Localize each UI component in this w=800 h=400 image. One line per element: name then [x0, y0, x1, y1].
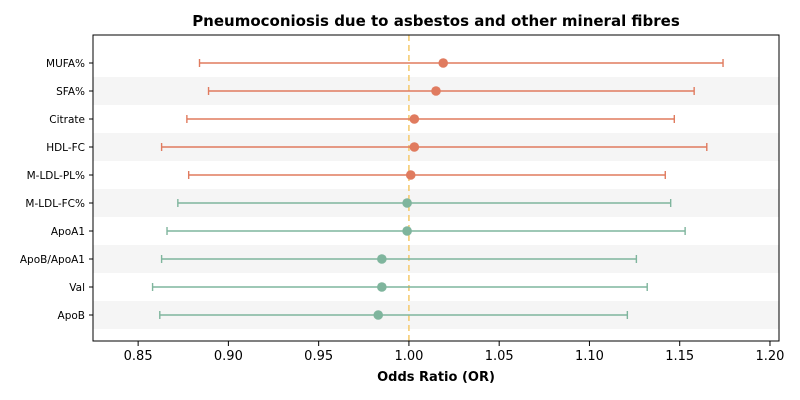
x-tick-label: 0.85	[124, 349, 153, 364]
data-rows	[151, 58, 724, 320]
x-tick-label: 0.90	[214, 349, 243, 364]
odds-ratio-point	[438, 58, 449, 68]
x-axis: 0.85 0.90 0.95 1.00 1.05 1.10 1.15 1.20	[124, 341, 784, 364]
y-tick-label: SFA%	[56, 86, 85, 98]
y-tick-label: ApoB	[58, 310, 85, 322]
odds-ratio-point	[373, 310, 384, 320]
y-tick-label: MUFA%	[46, 58, 85, 70]
odds-ratio-point	[405, 170, 416, 180]
x-tick-label: 1.00	[394, 349, 423, 364]
odds-ratio-point	[409, 142, 420, 152]
x-tick-label: 1.05	[485, 349, 514, 364]
x-tick-label: 1.20	[755, 349, 784, 364]
axes-frame	[92, 34, 780, 342]
odds-ratio-point	[402, 198, 412, 208]
y-tick-label: HDL-FC	[46, 142, 85, 154]
y-tick-label: Val	[69, 282, 85, 294]
row-apob-apoa1	[160, 254, 638, 264]
row-sfa-	[207, 86, 695, 96]
chart-title: Pneumoconiosis due to asbestos and other…	[192, 12, 680, 30]
y-tick-label: Citrate	[49, 114, 85, 126]
odds-ratio-point	[377, 254, 387, 264]
plot-frame	[92, 34, 780, 342]
x-tick-label: 0.95	[304, 349, 333, 364]
row-m-ldl-fc-	[177, 198, 672, 208]
row-mufa-	[198, 58, 724, 68]
odds-ratio-point	[409, 114, 420, 124]
y-tick-label: ApoB/ApoA1	[20, 254, 85, 266]
x-tick-label: 1.15	[665, 349, 694, 364]
row-citrate	[186, 114, 675, 124]
y-tick-label: M-LDL-FC%	[25, 198, 85, 210]
odds-ratio-point	[402, 226, 412, 236]
odds-ratio-point	[377, 282, 387, 292]
odds-ratio-point	[431, 86, 441, 96]
x-tick-label: 1.10	[575, 349, 604, 364]
row-val	[151, 282, 648, 292]
row-hdl-fc	[160, 142, 708, 152]
y-axis-labels: MUFA% SFA% Citrate HDL-FC M-LDL-PL% M-LDL-FC%…	[20, 58, 93, 322]
y-tick-label: M-LDL-PL%	[27, 170, 85, 182]
x-axis-label: Odds Ratio (OR)	[377, 370, 495, 385]
row-apob	[159, 310, 629, 320]
y-tick-label: ApoA1	[51, 226, 85, 238]
row-apoa1	[166, 226, 686, 236]
row-m-ldl-pl-	[187, 170, 666, 180]
